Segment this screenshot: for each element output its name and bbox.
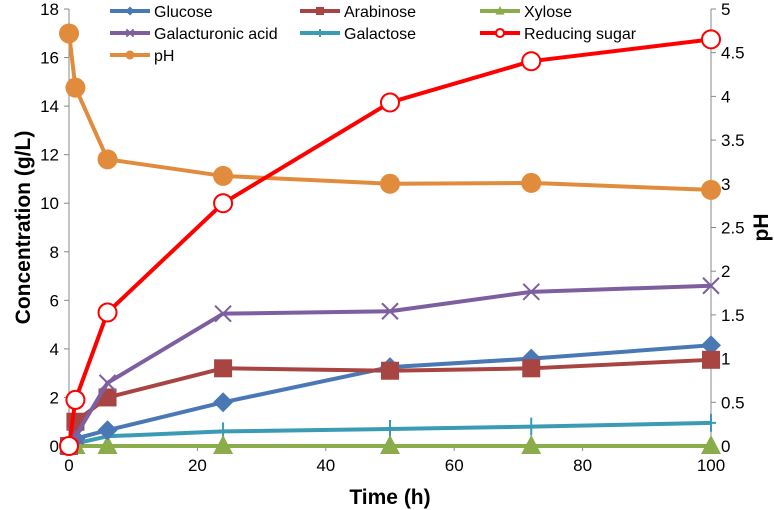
y2-tick-label: 3.5 (721, 131, 745, 150)
y-tick-label: 6 (50, 291, 59, 310)
data-point (59, 23, 79, 44)
legend-label: Arabinose (344, 4, 416, 21)
data-point (701, 335, 721, 356)
y2-tick-label: 3 (721, 175, 730, 194)
series-galacturonic-acid (60, 277, 720, 455)
data-point (125, 28, 135, 38)
legend-label: Galacturonic acid (154, 26, 278, 43)
data-point (65, 389, 86, 410)
data-point (701, 435, 721, 454)
legend-label: Reducing sugar (524, 26, 637, 43)
x-tick-label: 40 (316, 456, 335, 475)
y-tick-label: 2 (50, 388, 59, 407)
x-tick-label: 60 (445, 456, 464, 475)
data-point (380, 435, 400, 454)
legend-label: Xylose (524, 4, 572, 21)
y-tick-label: 16 (40, 49, 59, 68)
y2-tick-label: 0.5 (721, 393, 745, 412)
data-point (97, 149, 118, 170)
data-point (380, 173, 400, 194)
data-point (97, 302, 118, 323)
data-point (702, 277, 720, 295)
data-point (213, 392, 234, 413)
legend-item: Galactose (300, 26, 416, 43)
y-tick-label: 8 (50, 243, 59, 262)
data-point (706, 413, 716, 432)
data-point (97, 435, 118, 454)
data-point (213, 165, 234, 186)
legend-item: Reducing sugar (480, 26, 637, 43)
y2-tick-label: 2.5 (721, 219, 745, 238)
y-tick-label: 0 (50, 437, 59, 456)
y-axis-title: Concentration (g/L) (12, 131, 35, 325)
series-arabinose (60, 350, 720, 455)
data-point (97, 420, 118, 441)
series-reducing-sugar (59, 29, 721, 456)
y-tick-label: 10 (40, 194, 59, 213)
data-point (701, 179, 721, 200)
data-point (381, 302, 399, 320)
y2-tick-label: 1.5 (721, 306, 745, 325)
data-point (522, 359, 541, 378)
x-tick-label: 80 (573, 456, 592, 475)
legend-item: Arabinose (300, 4, 416, 21)
y2-tick-label: 4 (721, 87, 730, 106)
data-point (495, 6, 505, 15)
data-point (214, 304, 232, 323)
data-point (702, 350, 720, 369)
data-point (521, 172, 542, 193)
y2-tick-label: 5 (721, 0, 730, 19)
data-point (317, 28, 323, 38)
y-tick-label: 12 (40, 146, 59, 165)
data-point (65, 77, 86, 98)
data-point (381, 361, 399, 380)
x-tick-label: 100 (697, 456, 725, 475)
legend-item: pH (110, 48, 174, 65)
y-tick-label: 4 (50, 340, 59, 359)
data-point (98, 374, 117, 392)
y2-tick-label: 2 (721, 262, 730, 281)
data-point (521, 51, 542, 72)
y-tick-label: 14 (40, 97, 59, 116)
data-point (494, 27, 506, 39)
data-point (526, 417, 537, 436)
series-xylose (59, 435, 721, 454)
legend-label: pH (154, 48, 174, 65)
data-point (522, 283, 540, 301)
x-axis-title: Time (h) (349, 486, 430, 509)
y2-tick-label: 4.5 (721, 44, 745, 63)
legend-label: Glucose (154, 4, 213, 21)
data-point (521, 435, 542, 454)
x-tick-label: 0 (64, 456, 73, 475)
y2-tick-label: 0 (721, 437, 730, 456)
series-ph (59, 23, 721, 200)
y2-tick-label: 1 (721, 350, 730, 369)
data-point (125, 50, 135, 60)
y-tick-label: 18 (40, 0, 59, 19)
data-point (315, 6, 325, 16)
data-point (701, 29, 721, 50)
legend-label: Galactose (344, 26, 416, 43)
data-point (125, 6, 135, 16)
y2-axis-title: pH (750, 214, 773, 242)
data-point (380, 92, 400, 113)
data-point (213, 435, 234, 454)
x-tick-label: 20 (188, 456, 207, 475)
legend-item: Galacturonic acid (110, 26, 278, 43)
data-point (214, 359, 233, 378)
legend-item: Xylose (480, 4, 572, 21)
data-point (213, 193, 234, 214)
legend-item: Glucose (110, 4, 213, 21)
data-point (59, 436, 79, 456)
